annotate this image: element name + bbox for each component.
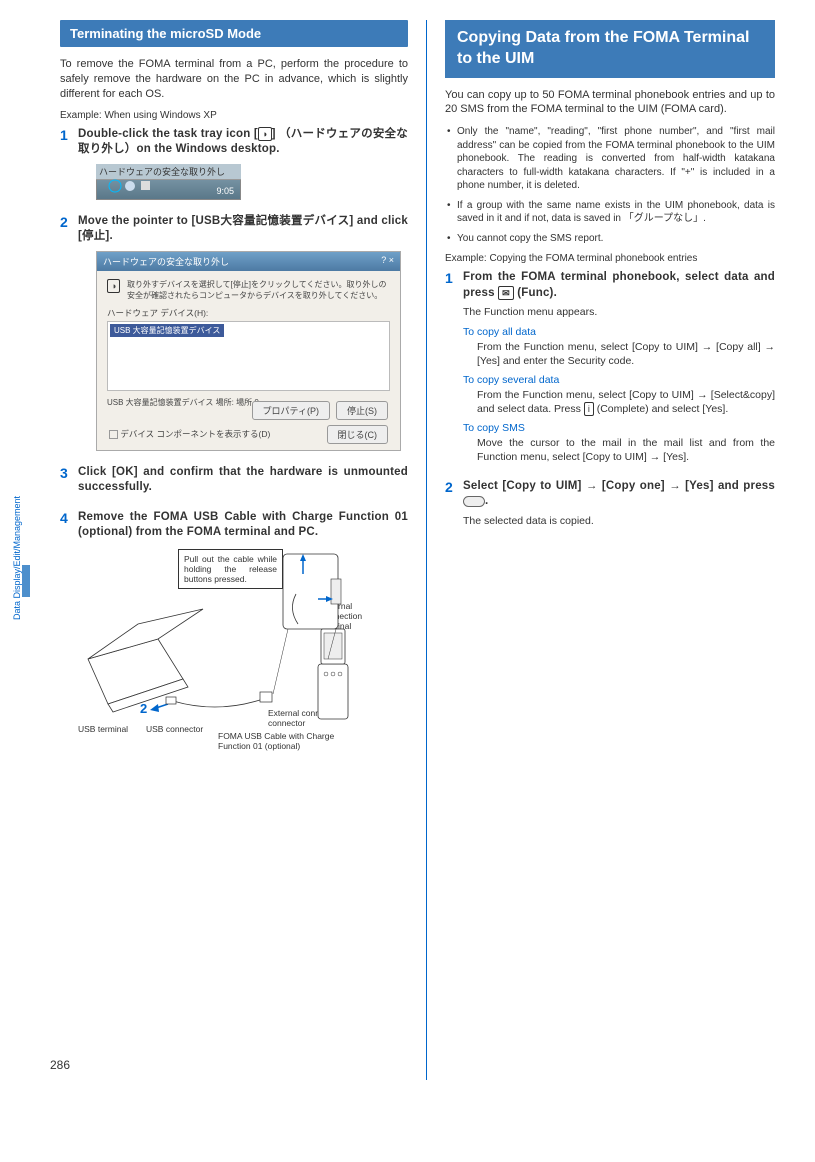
right-bullets: Only the "name", "reading", "first phone… (445, 125, 775, 245)
tray-icon: ◑ (258, 127, 272, 141)
sub-heading: To copy all data (463, 326, 775, 338)
sub-heading: To copy SMS (463, 422, 775, 434)
step-title: Click [OK] and confirm that the hardware… (78, 465, 408, 496)
step-number: 2 (60, 214, 68, 230)
left-column: Terminating the microSD Mode To remove t… (50, 20, 427, 1080)
tray-icons-svg (105, 177, 165, 195)
dialog-button-row: プロパティ(P) 停止(S) (252, 401, 388, 420)
dialog-properties-button[interactable]: プロパティ(P) (252, 401, 330, 420)
sub-body: From the Function menu, select [Copy to … (463, 340, 775, 368)
right-section-header: Copying Data from the FOMA Terminal to t… (445, 20, 775, 78)
left-step-3: 3 Click [OK] and confirm that the hardwa… (60, 465, 408, 496)
step-body: The selected data is copied. (463, 514, 775, 528)
screenshot-time: 9:05 (216, 186, 234, 196)
center-key-icon (463, 496, 485, 507)
step-title: Select [Copy to UIM] → [Copy one] → [Yes… (463, 479, 775, 510)
diagram-svg (78, 549, 408, 759)
cable-diagram: Pull out the cable while holding the rel… (78, 549, 408, 779)
left-step-2: 2 Move the pointer to [USB大容量記憶装置デバイス] a… (60, 214, 408, 451)
step-title-part-b: . (485, 495, 488, 507)
bullet-item: If a group with the same name exists in … (445, 199, 775, 226)
step-number: 4 (60, 510, 68, 526)
right-intro: You can copy up to 50 FOMA terminal phon… (445, 88, 775, 118)
dialog-title: ハードウェアの安全な取り外し (103, 255, 229, 268)
step-number: 1 (60, 127, 68, 143)
right-column: Copying Data from the FOMA Terminal to t… (427, 20, 785, 1080)
dialog-selected-row[interactable]: USB 大容量記憶装置デバイス (110, 324, 224, 337)
side-tab-label: Data Display/Edit/Management (12, 496, 22, 620)
step-title-part-b: (Func). (514, 287, 557, 299)
right-steps: 1 From the FOMA terminal phonebook, sele… (445, 270, 775, 528)
dialog-section-label: ハードウェア デバイス(H): (107, 307, 390, 319)
step-number: 2 (445, 479, 453, 495)
dialog-checkbox[interactable] (109, 430, 118, 439)
left-steps: 1 Double-click the task tray icon [◑] （ハ… (60, 127, 408, 779)
menu-key-icon: i (584, 402, 594, 416)
right-step-2: 2 Select [Copy to UIM] → [Copy one] → [Y… (445, 479, 775, 528)
step-number: 3 (60, 465, 68, 481)
sub-heading: To copy several data (463, 374, 775, 386)
left-example-label: Example: When using Windows XP (60, 110, 408, 121)
taskbar-screenshot: ハードウェアの安全な取り外し 9:05 (96, 164, 241, 200)
sub-body: Move the cursor to the mail in the mail … (463, 436, 775, 464)
bullet-item: Only the "name", "reading", "first phone… (445, 125, 775, 193)
sub-body-part-b: (Complete) and select [Yes]. (594, 403, 728, 415)
step-title: Remove the FOMA USB Cable with Charge Fu… (78, 510, 408, 541)
left-intro: To remove the FOMA terminal from a PC, p… (60, 57, 408, 102)
side-indicator (22, 565, 30, 597)
step-number: 1 (445, 270, 453, 286)
dialog-device-icon: ◑ (107, 279, 120, 293)
dialog-close-button[interactable]: 閉じる(C) (327, 425, 389, 444)
step-title-part-a: Select [Copy to UIM] → [Copy one] → [Yes… (463, 480, 775, 492)
page-number: 286 (50, 1058, 70, 1072)
left-step-1: 1 Double-click the task tray icon [◑] （ハ… (60, 127, 408, 200)
step-title-part-a: Double-click the task tray icon [ (78, 128, 258, 140)
mail-key-icon: ✉ (498, 286, 514, 300)
page: Data Display/Edit/Management Terminating… (0, 0, 815, 1100)
dialog-stop-button[interactable]: 停止(S) (336, 401, 388, 420)
dialog-titlebar: ハードウェアの安全な取り外し ? × (97, 252, 400, 271)
left-step-4: 4 Remove the FOMA USB Cable with Charge … (60, 510, 408, 779)
dialog-checkbox-label: デバイス コンポーネントを表示する(D) (120, 429, 270, 439)
sub-body: From the Function menu, select [Copy to … (463, 388, 775, 416)
bullet-item: You cannot copy the SMS report. (445, 232, 775, 246)
step-body: The Function menu appears. (463, 305, 775, 319)
dialog-body: ◑ 取り外すデバイスを選択して[停止]をクリックしてください。取り外しの安全が確… (97, 271, 400, 416)
right-example-label: Example: Copying the FOMA terminal phone… (445, 253, 775, 264)
dialog-window-controls: ? × (381, 255, 394, 268)
left-section-header: Terminating the microSD Mode (60, 20, 408, 47)
dialog-hint: 取り外すデバイスを選択して[停止]をクリックしてください。取り外しの安全が確認さ… (127, 280, 386, 300)
step-title: From the FOMA terminal phonebook, select… (463, 270, 775, 301)
dialog-screenshot: ハードウェアの安全な取り外し ? × ◑ 取り外すデバイスを選択して[停止]をク… (96, 251, 401, 451)
right-step-1: 1 From the FOMA terminal phonebook, sele… (445, 270, 775, 464)
step-title: Double-click the task tray icon [◑] （ハード… (78, 127, 408, 158)
step-title: Move the pointer to [USB大容量記憶装置デバイス] and… (78, 214, 408, 245)
